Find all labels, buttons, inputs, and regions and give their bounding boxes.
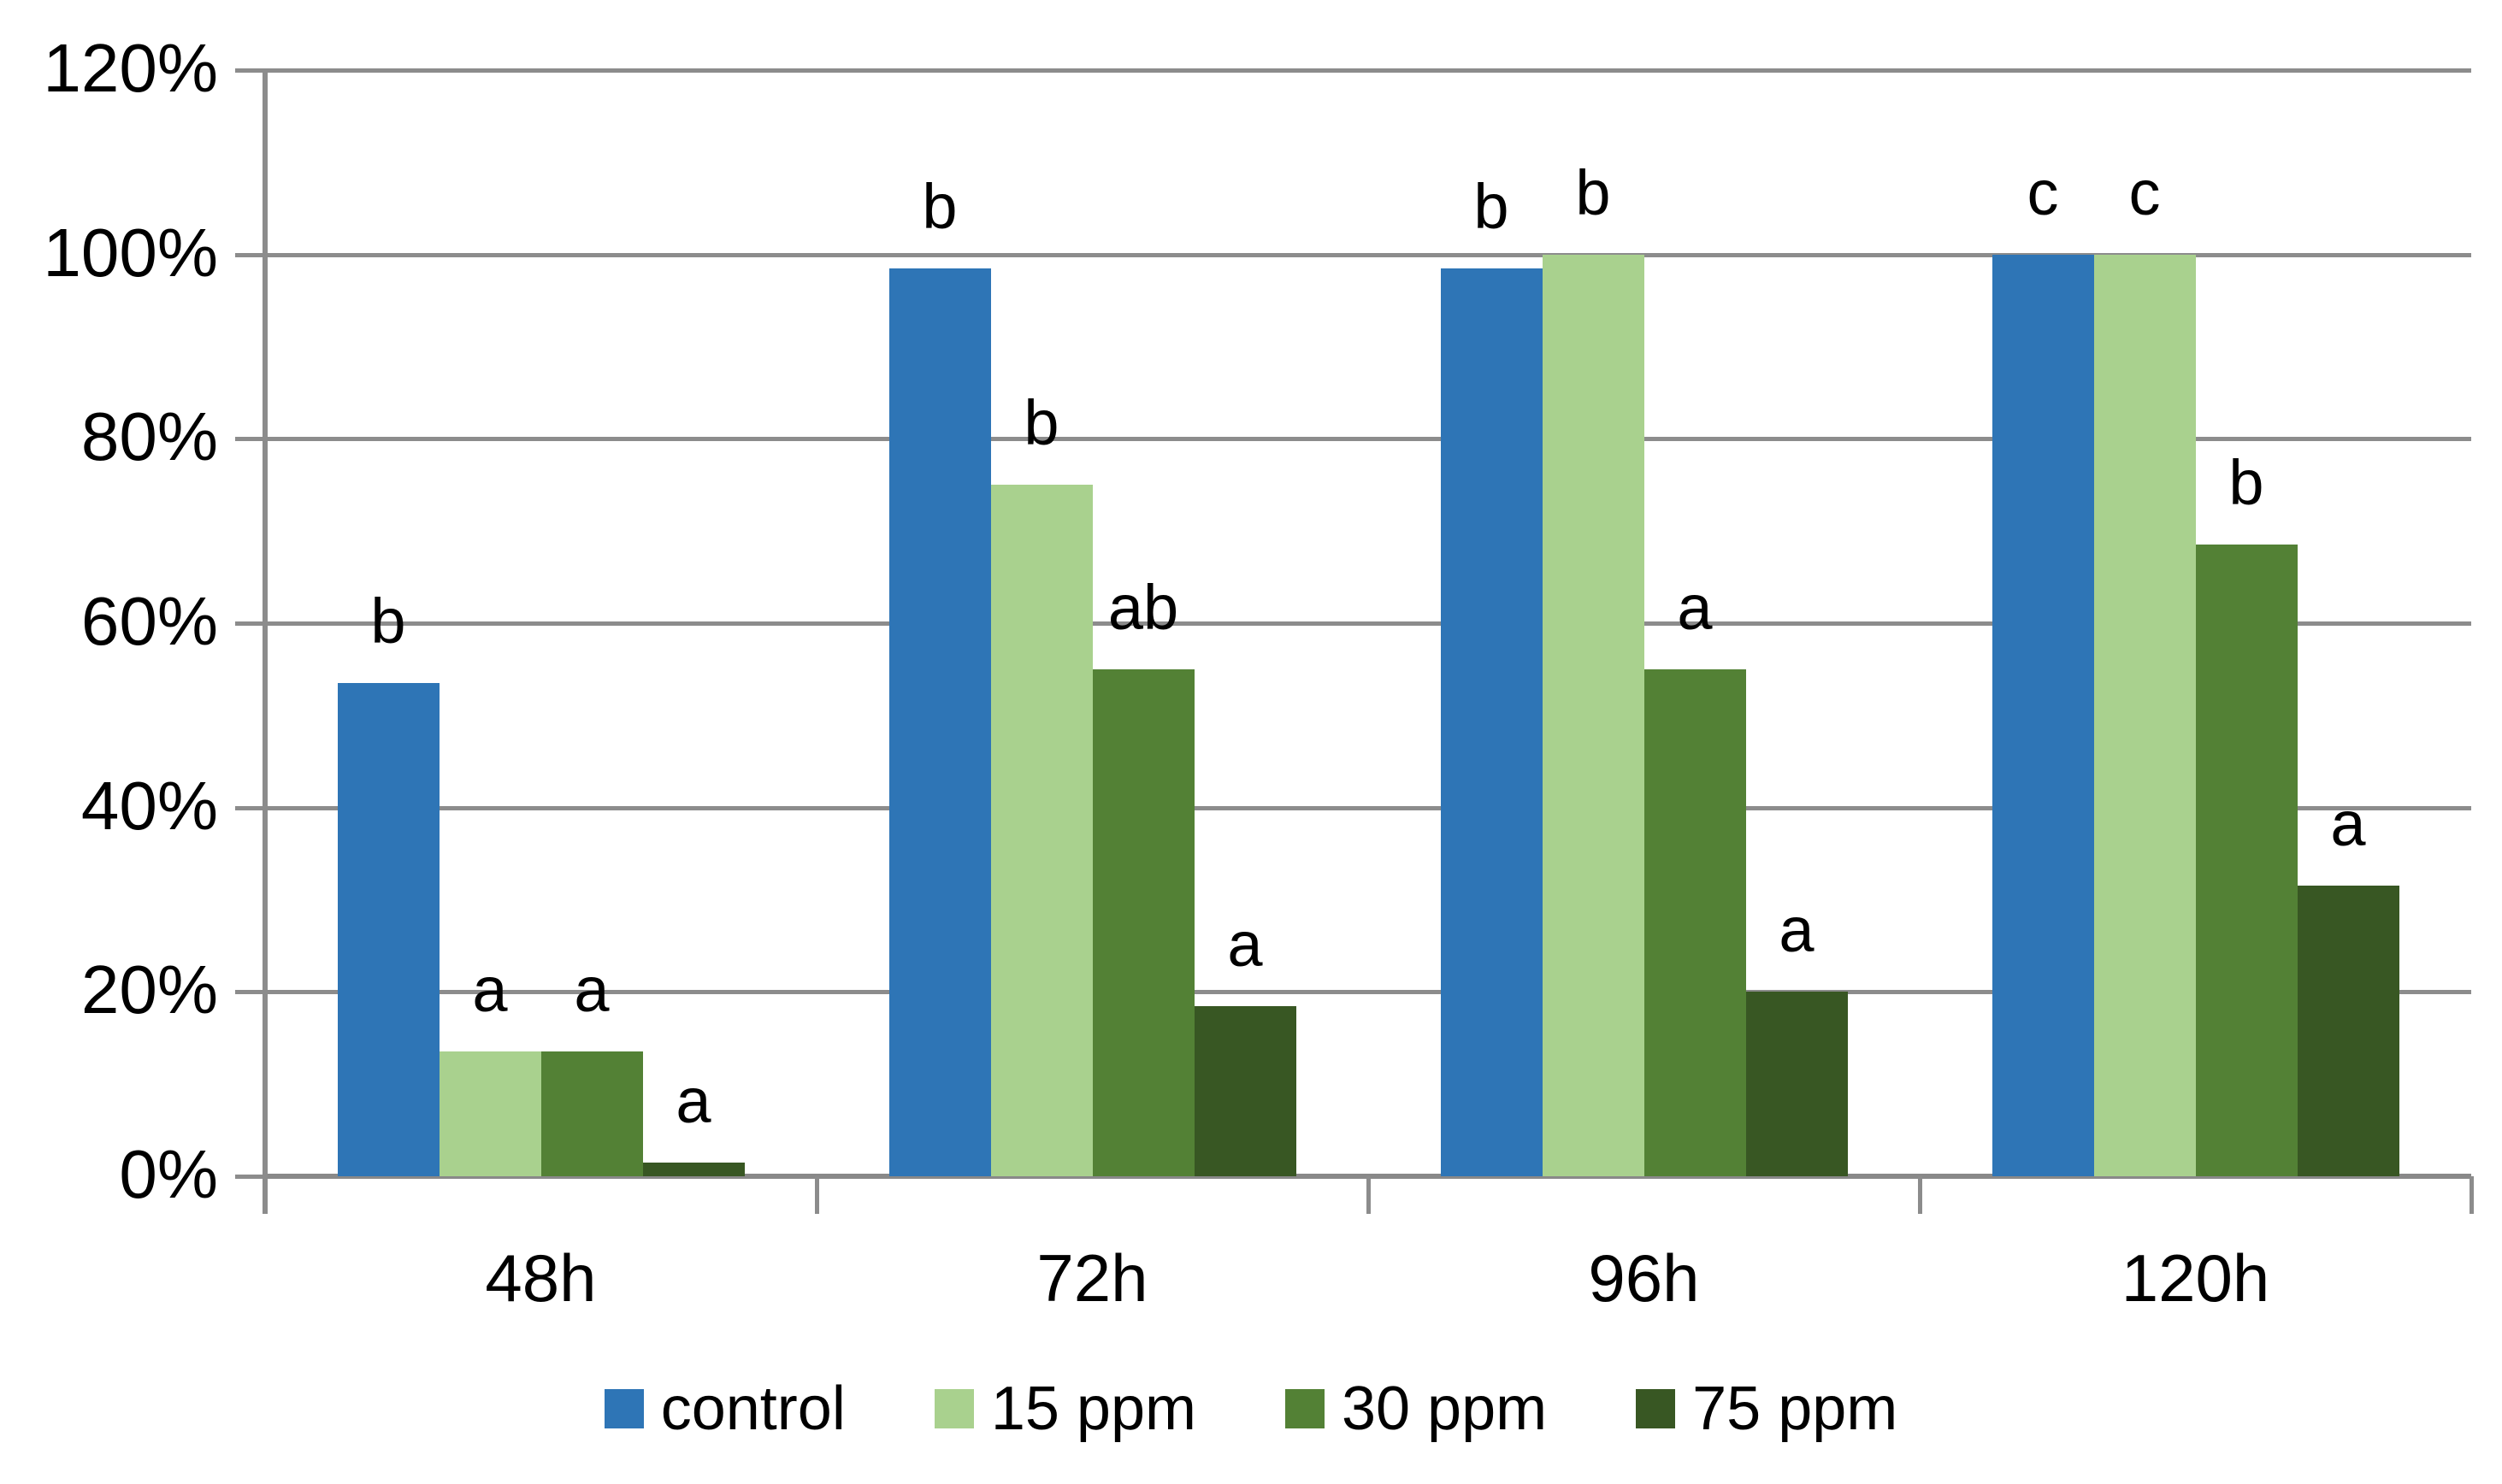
gridline [265, 437, 2471, 442]
y-axis-tick [235, 68, 265, 73]
significance-letter: b [1575, 156, 1611, 228]
bar-control-48h [337, 683, 440, 1176]
legend-item-75ppm: 75 ppm [1636, 1375, 1897, 1443]
significance-letter: a [574, 954, 610, 1026]
legend-label: 75 ppm [1692, 1375, 1898, 1443]
x-axis-category-label: 48h [485, 1240, 597, 1316]
bar-15ppm-48h [439, 1051, 541, 1176]
bar-75ppm-120h [2297, 886, 2399, 1176]
bar-control-72h [888, 268, 991, 1176]
legend-swatch-icon [1284, 1389, 1325, 1428]
bar-30ppm-96h [1643, 668, 1746, 1176]
x-axis-tick [815, 1176, 819, 1214]
y-axis-tick-label: 120% [43, 30, 218, 106]
y-axis-tick-label: 20% [80, 951, 218, 1028]
x-axis-tick [1366, 1176, 1371, 1214]
gridline [265, 68, 2471, 73]
y-axis-tick [235, 252, 265, 257]
x-axis-tick [1918, 1176, 1922, 1214]
x-axis-category-label: 72h [1036, 1240, 1148, 1316]
significance-letter: b [370, 586, 406, 657]
gridline [265, 805, 2471, 810]
gridline [265, 252, 2471, 257]
y-axis-tick [235, 621, 265, 626]
y-axis-tick-label: 40% [80, 767, 218, 844]
y-axis-tick [235, 805, 265, 810]
significance-letter: c [2027, 156, 2059, 228]
x-axis-tick [263, 1176, 268, 1214]
y-axis-tick [235, 990, 265, 995]
x-axis-category-label: 96h [1588, 1240, 1700, 1316]
legend-label: 15 ppm [990, 1375, 1196, 1443]
y-axis-tick [235, 1175, 265, 1179]
legend-swatch-icon [1636, 1389, 1676, 1428]
bar-15ppm-96h [1542, 254, 1644, 1176]
y-axis-tick-label: 100% [43, 214, 218, 291]
y-axis-tick-label: 60% [80, 583, 218, 659]
legend-label: 30 ppm [1341, 1375, 1548, 1443]
x-axis-tick [2470, 1176, 2474, 1214]
y-axis-tick-label: 0% [119, 1136, 218, 1212]
legend-swatch-icon [934, 1389, 974, 1428]
significance-letter: c [2128, 156, 2161, 228]
significance-letter: a [2330, 788, 2366, 860]
significance-letter: b [1024, 387, 1059, 459]
significance-letter: a [676, 1064, 711, 1136]
bar-75ppm-96h [1745, 992, 1848, 1176]
gridline [265, 990, 2471, 995]
bar-30ppm-72h [1092, 668, 1195, 1176]
legend-item-control: control [604, 1375, 846, 1443]
legend-swatch-icon [604, 1389, 644, 1428]
bar-75ppm-48h [642, 1162, 745, 1176]
bar-15ppm-120h [2093, 254, 2196, 1176]
gridline [265, 621, 2471, 626]
significance-letter: b [922, 170, 958, 242]
y-axis-line [263, 70, 268, 1214]
bar-30ppm-120h [2195, 545, 2298, 1176]
legend-item-30ppm: 30 ppm [1284, 1375, 1548, 1443]
bar-30ppm-48h [540, 1051, 643, 1176]
legend-label: control [660, 1375, 846, 1443]
significance-letter: a [472, 954, 508, 1026]
bar-control-96h [1440, 268, 1543, 1176]
significance-letter: b [2228, 447, 2264, 519]
y-axis-tick [235, 437, 265, 442]
significance-letter: a [1677, 571, 1713, 643]
significance-letter: a [1227, 908, 1263, 980]
bar-75ppm-72h [1194, 1005, 1296, 1176]
significance-letter: a [1779, 894, 1815, 966]
significance-letter: ab [1107, 571, 1179, 643]
significance-letter: b [1473, 170, 1509, 242]
bar-control-120h [1992, 254, 2094, 1176]
x-axis-category-label: 120h [2121, 1240, 2270, 1316]
legend-item-15ppm: 15 ppm [934, 1375, 1196, 1443]
chart-legend: control 15 ppm 30 ppm 75 ppm [0, 1375, 2502, 1443]
y-axis-tick-label: 80% [80, 398, 218, 475]
bar-15ppm-72h [990, 485, 1093, 1176]
